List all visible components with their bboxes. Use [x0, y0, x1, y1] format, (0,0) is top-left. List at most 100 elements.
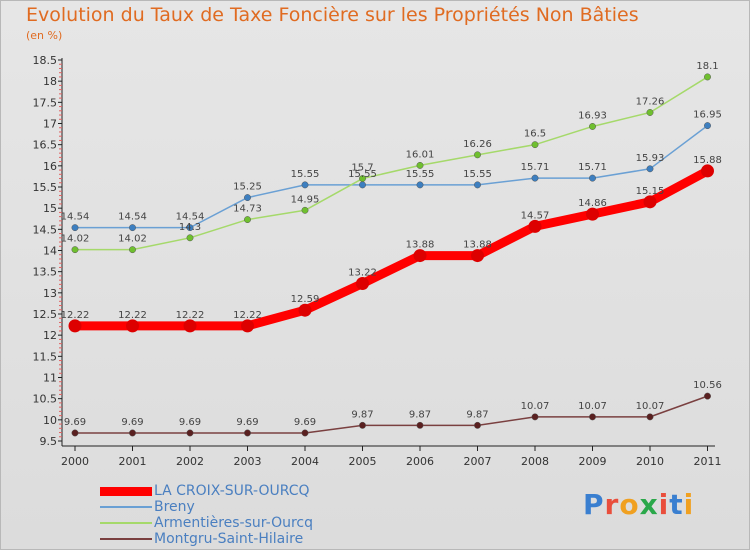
x-tick-label: 2003 — [234, 455, 262, 468]
data-label: 9.87 — [351, 409, 373, 420]
x-tick-label: 2009 — [579, 455, 607, 468]
data-label: 9.69 — [64, 417, 86, 428]
data-label: 9.69 — [121, 417, 143, 428]
data-point — [646, 413, 654, 421]
chart-subtitle: (en %) — [26, 29, 63, 42]
data-point — [474, 181, 481, 189]
data-label: 15.71 — [521, 162, 550, 173]
data-point — [471, 249, 484, 263]
data-point — [528, 219, 542, 233]
data-point — [241, 319, 254, 333]
data-point — [71, 246, 79, 254]
y-tick-label: 15 — [43, 202, 57, 215]
data-label: 10.07 — [578, 401, 607, 412]
data-point — [359, 175, 366, 182]
data-point — [186, 429, 194, 437]
data-point — [244, 429, 251, 437]
data-point — [474, 421, 481, 429]
y-tick-label: 13.5 — [33, 266, 58, 279]
data-point — [589, 413, 596, 421]
data-label: 16.95 — [693, 110, 722, 121]
data-label: 15.88 — [693, 155, 722, 166]
data-label: 12.22 — [118, 310, 147, 321]
data-point — [359, 181, 366, 189]
legend-label: Armentières-sur-Ourcq — [154, 515, 314, 531]
data-label: 15.25 — [233, 182, 262, 193]
data-label: 15.55 — [406, 169, 435, 180]
data-label: 15.55 — [348, 169, 377, 180]
data-point — [301, 429, 309, 437]
logo-letter: t — [669, 488, 684, 521]
data-point — [244, 216, 251, 224]
series-line — [75, 125, 708, 229]
data-label: 12.22 — [176, 310, 205, 321]
y-tick-label: 17.5 — [33, 96, 58, 109]
data-point — [643, 195, 657, 209]
data-point — [531, 141, 539, 149]
y-tick-label: 18.5 — [33, 54, 58, 67]
x-tick-label: 2000 — [61, 455, 89, 468]
x-tick-label: 2004 — [291, 455, 319, 468]
data-point — [71, 224, 79, 232]
data-point — [244, 194, 251, 202]
data-point — [301, 206, 309, 214]
y-tick-label: 16.5 — [33, 139, 58, 152]
data-label: 10.07 — [636, 401, 665, 412]
data-point — [589, 123, 596, 130]
data-point — [129, 429, 136, 437]
data-label: 14.57 — [521, 210, 550, 221]
data-point — [646, 165, 654, 173]
data-label: 9.69 — [294, 417, 316, 428]
y-tick-label: 14.5 — [33, 223, 58, 236]
legend-swatch — [100, 538, 152, 540]
chart-title: Evolution du Taux de Taxe Foncière sur l… — [26, 4, 639, 26]
data-label: 13.22 — [348, 268, 377, 279]
data-label: 13.88 — [406, 240, 435, 251]
data-point — [701, 164, 714, 178]
data-label: 9.87 — [409, 409, 431, 420]
logo-letter: r — [604, 488, 620, 521]
y-tick-label: 11.5 — [33, 350, 58, 363]
data-point — [589, 174, 596, 182]
data-point — [126, 319, 139, 333]
data-label: 12.22 — [233, 310, 262, 321]
logo-letter: x — [639, 488, 659, 521]
proxiti-logo: Proxiti — [583, 488, 694, 521]
data-point — [416, 181, 424, 189]
data-point — [71, 429, 79, 437]
data-label: 15.71 — [578, 162, 607, 173]
data-label: 16.5 — [524, 129, 546, 140]
data-point — [416, 161, 424, 169]
data-point — [68, 319, 82, 333]
legend-label: Montgru-Saint-Hilaire — [154, 531, 304, 547]
data-point — [416, 421, 424, 429]
y-tick-label: 10.5 — [33, 393, 58, 406]
data-label: 14.95 — [291, 194, 320, 205]
legend-swatch — [100, 522, 152, 524]
data-label: 14.73 — [233, 204, 262, 215]
legend-label: LA CROIX-SUR-OURCQ — [154, 483, 310, 499]
logo-letter: P — [583, 488, 605, 521]
data-label: 14.86 — [578, 198, 607, 209]
data-point — [704, 122, 711, 130]
data-label: 16.26 — [463, 139, 492, 150]
y-tick-label: 12 — [43, 329, 57, 342]
data-label: 9.69 — [179, 417, 201, 428]
legend-label: Breny — [154, 499, 195, 515]
x-tick-label: 2011 — [694, 455, 722, 468]
data-label: 13.88 — [463, 240, 492, 251]
y-tick-label: 10 — [43, 414, 57, 427]
data-label: 15.93 — [636, 153, 665, 164]
x-tick-label: 2008 — [521, 455, 549, 468]
data-label: 16.01 — [406, 149, 435, 160]
data-label: 9.87 — [466, 409, 488, 420]
data-point — [646, 109, 654, 116]
data-point — [183, 319, 197, 333]
y-tick-label: 11 — [43, 372, 57, 385]
data-label: 16.93 — [578, 110, 607, 121]
data-label: 14.02 — [61, 234, 90, 245]
legend-swatch — [100, 486, 152, 496]
data-label: 14.54 — [61, 212, 90, 223]
y-tick-label: 12.5 — [33, 308, 58, 321]
